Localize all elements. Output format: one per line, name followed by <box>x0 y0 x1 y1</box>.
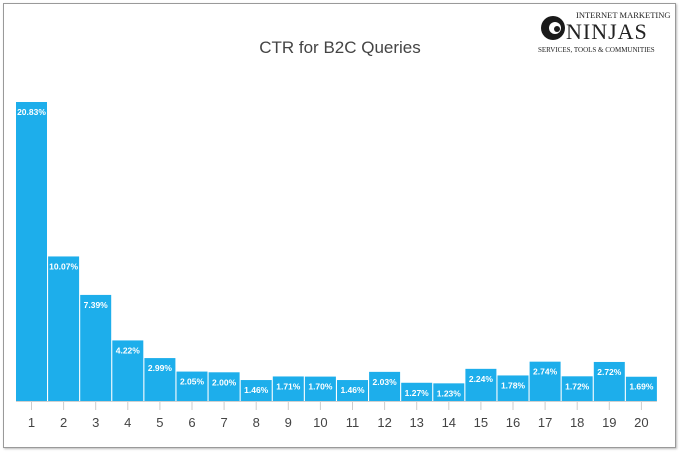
svg-text:SERVICES, TOOLS & COMMUNITIES: SERVICES, TOOLS & COMMUNITIES <box>538 46 655 54</box>
data-label: 2.24% <box>469 374 494 384</box>
bar <box>80 294 112 401</box>
svg-text:NINJAS: NINJAS <box>566 19 648 44</box>
x-tick-label: 16 <box>506 415 520 430</box>
data-label: 10.07% <box>49 261 78 271</box>
x-tick-label: 19 <box>602 415 616 430</box>
x-tick-label: 9 <box>285 415 292 430</box>
x-tick-label: 6 <box>188 415 195 430</box>
x-tick-label: 3 <box>92 415 99 430</box>
bar <box>561 376 593 401</box>
bar <box>465 368 497 401</box>
x-tick-label: 11 <box>346 415 360 430</box>
data-label: 2.74% <box>533 367 558 377</box>
bar <box>625 376 657 401</box>
chart-title: CTR for B2C Queries <box>259 38 421 57</box>
x-tick-label: 10 <box>313 415 327 430</box>
bar <box>144 358 176 401</box>
data-label: 7.39% <box>84 300 109 310</box>
bar <box>337 380 368 401</box>
bar <box>16 102 47 401</box>
bar <box>433 383 465 401</box>
x-tick-label: 12 <box>377 415 391 430</box>
bar <box>304 376 336 401</box>
data-label: 1.46% <box>340 385 365 395</box>
x-tick-label: 20 <box>634 415 648 430</box>
x-tick-label: 4 <box>124 415 131 430</box>
x-tick-label: 5 <box>156 415 163 430</box>
data-label: 1.69% <box>629 382 654 392</box>
x-tick-label: 7 <box>220 415 227 430</box>
data-label: 1.27% <box>405 388 430 398</box>
data-label: 2.03% <box>373 377 398 387</box>
bar <box>272 376 304 401</box>
x-tick-label: 18 <box>570 415 584 430</box>
bar <box>208 372 240 401</box>
data-label: 2.99% <box>148 363 173 373</box>
bar <box>240 380 272 401</box>
x-tick-label: 1 <box>28 415 35 430</box>
data-label: 2.72% <box>597 367 622 377</box>
bar <box>112 340 144 401</box>
x-tick-label: 14 <box>442 415 456 430</box>
data-label: 1.70% <box>308 382 333 392</box>
data-label: 1.46% <box>244 385 269 395</box>
data-label: 1.72% <box>565 381 590 391</box>
bar <box>176 371 208 401</box>
data-label: 4.22% <box>116 345 141 355</box>
x-tick-label: 8 <box>253 415 260 430</box>
bar <box>497 375 529 401</box>
x-tick-label: 2 <box>60 415 67 430</box>
bar <box>48 256 80 401</box>
x-tick-label: 15 <box>474 415 488 430</box>
bar <box>369 371 401 401</box>
bar <box>529 361 561 401</box>
data-label: 1.23% <box>437 388 462 398</box>
data-label: 2.05% <box>180 377 205 387</box>
svg-text:INTERNET MARKETING: INTERNET MARKETING <box>576 10 671 20</box>
x-tick-label: 13 <box>409 415 423 430</box>
x-tick-label: 17 <box>538 415 552 430</box>
data-label: 2.00% <box>212 377 237 387</box>
data-label: 1.78% <box>501 380 526 390</box>
bar <box>593 361 625 401</box>
logo: INTERNET MARKETING NINJAS SERVICES, TOOL… <box>538 10 671 54</box>
data-label: 1.71% <box>276 381 301 391</box>
data-label: 20.83% <box>17 107 46 117</box>
bar <box>401 382 433 401</box>
